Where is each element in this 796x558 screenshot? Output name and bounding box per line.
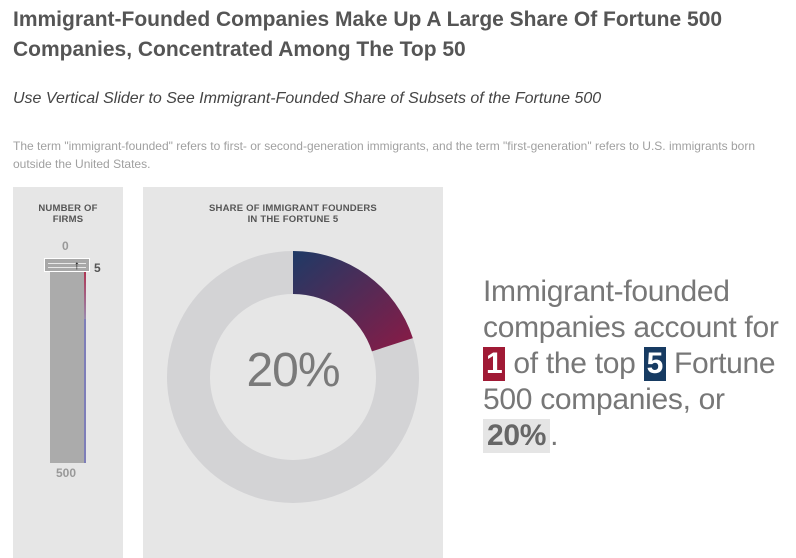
total-count-badge: 5 xyxy=(643,347,666,381)
slider-heading: NUMBER OF FIRMS xyxy=(13,203,123,225)
vertical-slider-handle[interactable] xyxy=(44,258,90,272)
slider-range-indicator xyxy=(84,319,86,463)
donut-heading-line-1: SHARE OF IMMIGRANT FOUNDERS xyxy=(209,203,377,214)
share-percent-badge: 20% xyxy=(483,419,551,453)
summary-text-3: Fortune 500 companies, or xyxy=(483,347,776,416)
page-title: Immigrant-Founded Companies Make Up A La… xyxy=(13,8,723,61)
slider-max-label: 500 xyxy=(56,466,77,480)
slider-min-label: 0 xyxy=(62,239,69,253)
founded-count-badge: 1 xyxy=(483,347,506,381)
donut-heading: SHARE OF IMMIGRANT FOUNDERS IN THE FORTU… xyxy=(143,203,443,225)
page-subtitle: Use Vertical Slider to See Immigrant-Fou… xyxy=(13,90,602,107)
summary-statement: Immigrant-founded companies account for … xyxy=(483,274,783,454)
slider-heading-line-2: FIRMS xyxy=(52,214,84,225)
cursor-arrow-icon: ↑ xyxy=(74,258,80,272)
vertical-slider-track[interactable] xyxy=(50,260,86,463)
summary-text-4: . xyxy=(550,419,559,452)
donut-center-percent: 20% xyxy=(246,344,340,397)
slider-founded-indicator xyxy=(84,269,86,319)
summary-text-1: Immigrant-founded companies account for xyxy=(483,275,779,344)
donut-chart xyxy=(166,251,419,503)
slider-heading-line-1: NUMBER OF xyxy=(38,203,98,214)
donut-panel: SHARE OF IMMIGRANT FOUNDERS IN THE FORTU… xyxy=(143,187,443,558)
summary-text-2: of the top xyxy=(505,347,644,380)
slider-value-label: 5 xyxy=(94,261,101,275)
donut-immigrant-segment xyxy=(293,251,413,352)
donut-heading-line-2: IN THE FORTUNE 5 xyxy=(247,214,339,225)
definition-note: The term "immigrant-founded" refers to f… xyxy=(13,139,755,171)
firms-slider-panel: NUMBER OF FIRMS 0 ↑ 5 500 xyxy=(13,187,123,558)
